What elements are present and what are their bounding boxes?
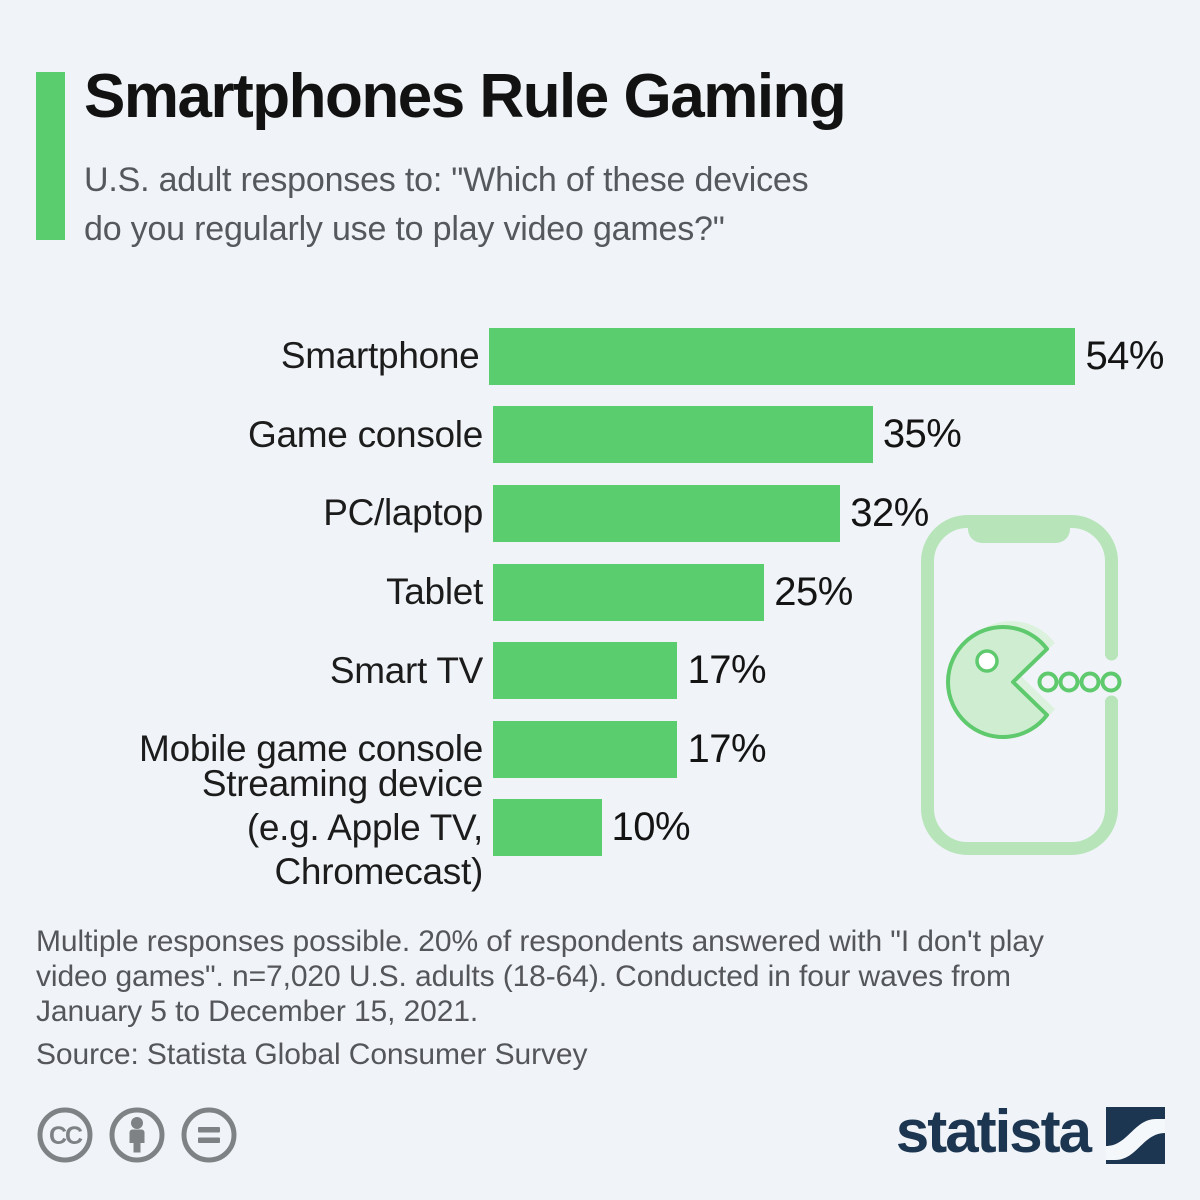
- bar: [493, 799, 602, 857]
- bar-track: 25%: [493, 563, 1164, 621]
- bar-track: 54%: [489, 327, 1164, 385]
- bar-row: Tablet 25%: [36, 553, 1164, 632]
- bar-label: PC/laptop: [323, 492, 483, 534]
- pacman-icon: [946, 621, 1055, 739]
- bar: [493, 720, 678, 778]
- bar-row: Streaming device (e.g. Apple TV, Chromec…: [36, 763, 1164, 892]
- creative-commons-icon: CC: [37, 1107, 93, 1163]
- bar-chart: Smartphone 54% Game console 35% PC/laptop 32%…: [36, 317, 1164, 892]
- statista-wordmark: statista: [895, 1098, 1092, 1165]
- bar: [493, 484, 841, 542]
- bar-value: 35%: [882, 412, 962, 457]
- bar-label: Mobile game console: [139, 728, 483, 770]
- bar-value: 17%: [687, 648, 767, 693]
- bar-track: 17%: [493, 720, 1164, 778]
- bar-row: Smartphone 54%: [36, 317, 1164, 396]
- bar-value: 25%: [774, 569, 853, 614]
- pacman-dots-icon: [1037, 671, 1122, 693]
- bar: [493, 406, 873, 464]
- bar-row: PC/laptop 32%: [36, 474, 1164, 553]
- page-subtitle: U.S. adult responses to: "Which of these…: [84, 161, 809, 248]
- footnote-line: January 5 to December 15, 2021.: [36, 995, 479, 1028]
- bar-value: 10%: [611, 805, 691, 850]
- footnote: Multiple responses possible. 20% of resp…: [36, 924, 1044, 1029]
- source-line: Source: Statista Global Consumer Survey: [36, 1038, 588, 1071]
- title-accent-bar: [36, 72, 65, 240]
- bar-row: Game console 35%: [36, 396, 1164, 475]
- bar: [489, 327, 1076, 385]
- bar: [493, 563, 765, 621]
- page-title: Smartphones Rule Gaming: [84, 62, 847, 131]
- smartphone-pacman-illustration: [921, 515, 1127, 855]
- bar-label: Streaming device (e.g. Apple TV, Chromec…: [201, 762, 483, 892]
- license-icons: CC: [37, 1107, 237, 1163]
- bar-row: Smart TV 17%: [36, 631, 1164, 710]
- bar: [493, 642, 678, 700]
- no-derivatives-icon: [181, 1107, 237, 1163]
- footnote-line: Multiple responses possible. 20% of resp…: [36, 925, 1044, 958]
- bar-track: 35%: [493, 406, 1164, 464]
- phone-notch: [968, 515, 1070, 543]
- bar-label: Game console: [248, 413, 483, 455]
- bar-value: 17%: [687, 726, 767, 771]
- bar-label: Smartphone: [280, 335, 480, 377]
- bar-track: 17%: [493, 642, 1164, 700]
- pacman-eye: [975, 649, 999, 673]
- attribution-icon: [109, 1107, 165, 1163]
- bar-row: Mobile game console 17%: [36, 710, 1164, 789]
- bar-label: Tablet: [386, 571, 483, 613]
- bar-value: 54%: [1085, 333, 1164, 378]
- bar-track: 32%: [493, 484, 1164, 542]
- bar-track: 10%: [493, 799, 1164, 857]
- bar-value: 32%: [850, 490, 929, 535]
- svg-text:CC: CC: [49, 1122, 83, 1150]
- bar-label: Smart TV: [329, 649, 483, 691]
- footnote-line: video games". n=7,020 U.S. adults (18-64…: [36, 960, 1011, 993]
- statista-logo-mark: [1106, 1107, 1165, 1164]
